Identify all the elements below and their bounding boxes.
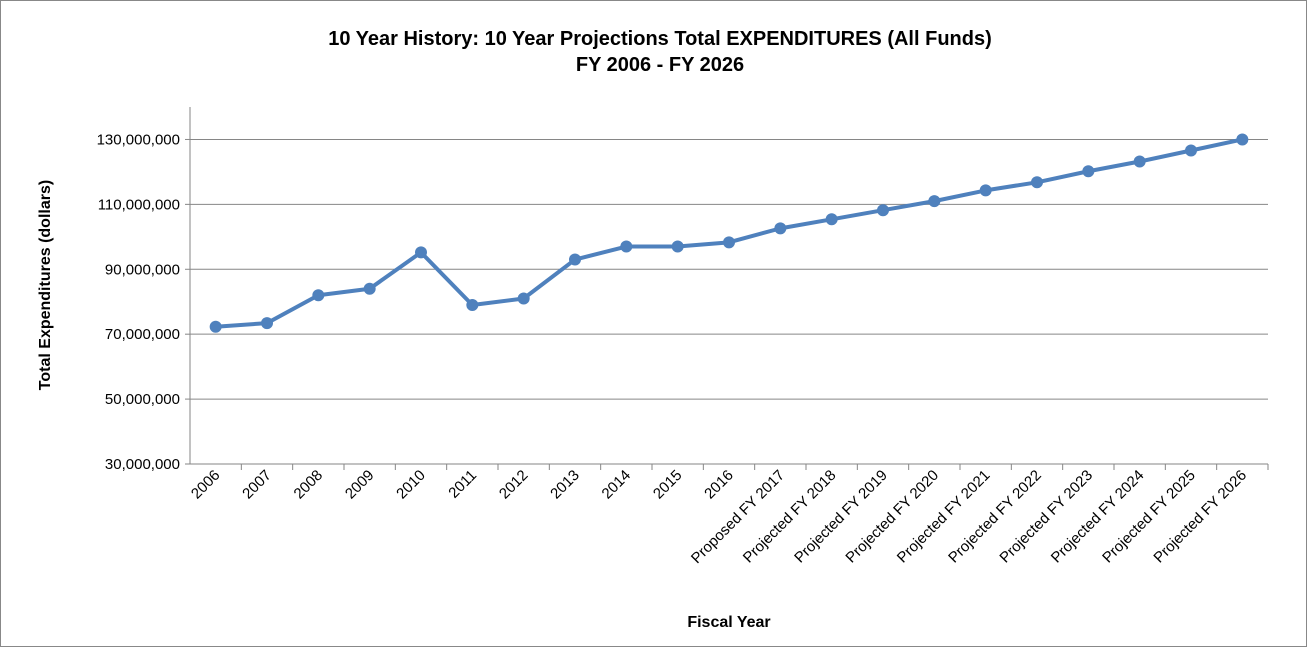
data-point [517,292,530,305]
data-point [415,246,427,259]
data-point [774,222,787,235]
data-point [466,298,479,311]
y-tick-label: 110,000,000 [98,196,180,213]
chart-subtitle: FY 2006 - FY 2026 [576,54,744,76]
y-tick-label: 50,000,000 [105,391,180,408]
data-point [209,320,222,333]
data-point [928,195,941,208]
data-point [261,317,273,330]
data-point [620,240,633,253]
data-point [312,289,325,302]
data-point [723,236,735,249]
y-tick-label: 70,000,000 [105,326,180,343]
chart-title: 10 Year History: 10 Year Projections Tot… [328,28,992,50]
y-axis-title: Total Expenditures (dollars) [37,180,54,390]
data-point [979,184,992,197]
y-tick-label: 30,000,000 [105,456,180,473]
data-point [569,253,581,266]
x-axis-title: Fiscal Year [687,614,770,631]
data-point [825,213,838,226]
data-point [1031,176,1043,189]
y-tick-label: 130,000,000 [97,131,180,148]
data-point [877,204,889,217]
data-point [1185,144,1197,157]
data-point [671,240,684,253]
data-point [1082,165,1095,178]
data-point [363,282,376,295]
y-tick-label: 90,000,000 [105,261,180,278]
data-point [1236,133,1249,146]
data-point [1133,155,1146,168]
